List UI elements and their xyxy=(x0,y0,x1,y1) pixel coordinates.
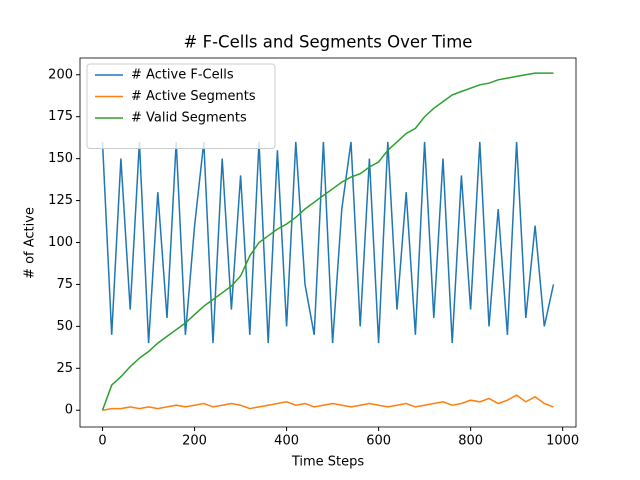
y-tick-label: 150 xyxy=(48,151,73,166)
x-tick-label: 0 xyxy=(98,434,106,449)
x-tick-label: 1000 xyxy=(546,434,579,449)
y-tick-label: 75 xyxy=(56,277,73,292)
legend-label: # Active Segments xyxy=(131,89,256,104)
x-tick-label: 200 xyxy=(182,434,207,449)
y-tick-label: 125 xyxy=(48,193,73,208)
legend-box xyxy=(86,63,276,149)
series-line xyxy=(101,141,555,344)
y-tick-label: 25 xyxy=(56,361,73,376)
series-line xyxy=(102,394,554,411)
x-tick-label: 600 xyxy=(366,434,391,449)
y-tick-label: 175 xyxy=(48,109,73,124)
x-axis-label: Time Steps xyxy=(291,455,365,470)
y-tick-label: 50 xyxy=(56,319,73,334)
legend-label: # Valid Segments xyxy=(131,111,247,126)
legend-label: # Active F-Cells xyxy=(131,68,234,83)
legend: # Active F-Cells # Active Segments # Valid… xyxy=(86,63,276,149)
y-tick-label: 100 xyxy=(48,235,73,250)
x-tick-label: 800 xyxy=(458,434,483,449)
series-line xyxy=(101,72,554,411)
chart-title: # F-Cells and Segments Over Time xyxy=(184,33,473,52)
y-tick-label: 200 xyxy=(48,67,73,82)
y-tick-label: 0 xyxy=(65,403,73,418)
plot-frame xyxy=(79,57,577,428)
y-axis-label: # of Active xyxy=(23,207,38,279)
x-tick-label: 400 xyxy=(274,434,299,449)
